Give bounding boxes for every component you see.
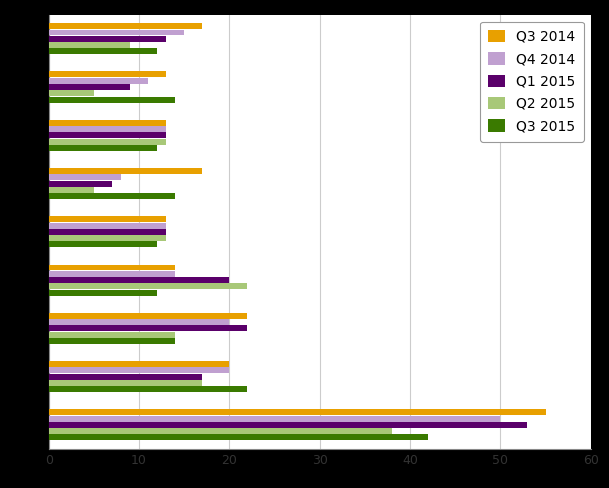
Bar xyxy=(49,380,202,386)
Bar xyxy=(49,132,166,138)
Bar xyxy=(49,174,121,180)
Bar xyxy=(49,181,112,186)
Bar xyxy=(49,29,184,36)
Bar xyxy=(49,84,130,90)
Bar xyxy=(49,36,166,42)
Bar xyxy=(49,374,202,380)
Bar xyxy=(49,338,175,344)
Bar xyxy=(49,332,175,338)
Bar xyxy=(49,409,546,415)
Bar xyxy=(49,145,157,151)
Bar xyxy=(49,422,527,428)
Bar xyxy=(49,428,392,434)
Bar xyxy=(49,42,130,48)
Legend: Q3 2014, Q4 2014, Q1 2015, Q2 2015, Q3 2015: Q3 2014, Q4 2014, Q1 2015, Q2 2015, Q3 2… xyxy=(480,21,584,142)
Bar xyxy=(49,434,428,440)
Bar xyxy=(49,90,94,96)
Bar xyxy=(49,386,247,392)
Bar xyxy=(49,126,166,132)
Bar xyxy=(49,416,501,422)
Bar xyxy=(49,229,166,235)
Bar xyxy=(49,271,175,277)
Bar xyxy=(49,319,230,325)
Bar xyxy=(49,289,157,296)
Bar xyxy=(49,264,175,270)
Bar xyxy=(49,367,230,373)
Bar xyxy=(49,187,94,193)
Bar xyxy=(49,235,166,241)
Bar xyxy=(49,216,166,222)
Bar xyxy=(49,48,157,54)
Bar xyxy=(49,313,247,319)
Bar xyxy=(49,23,202,29)
Bar xyxy=(49,193,175,199)
Bar xyxy=(49,168,202,174)
Bar xyxy=(49,361,230,367)
Bar xyxy=(49,72,166,78)
Bar xyxy=(49,139,166,144)
Bar xyxy=(49,120,166,126)
Bar xyxy=(49,223,166,228)
Bar xyxy=(49,277,230,283)
Bar xyxy=(49,284,247,289)
Bar xyxy=(49,78,148,84)
Bar xyxy=(49,97,175,102)
Bar xyxy=(49,325,247,331)
Bar xyxy=(49,242,157,247)
